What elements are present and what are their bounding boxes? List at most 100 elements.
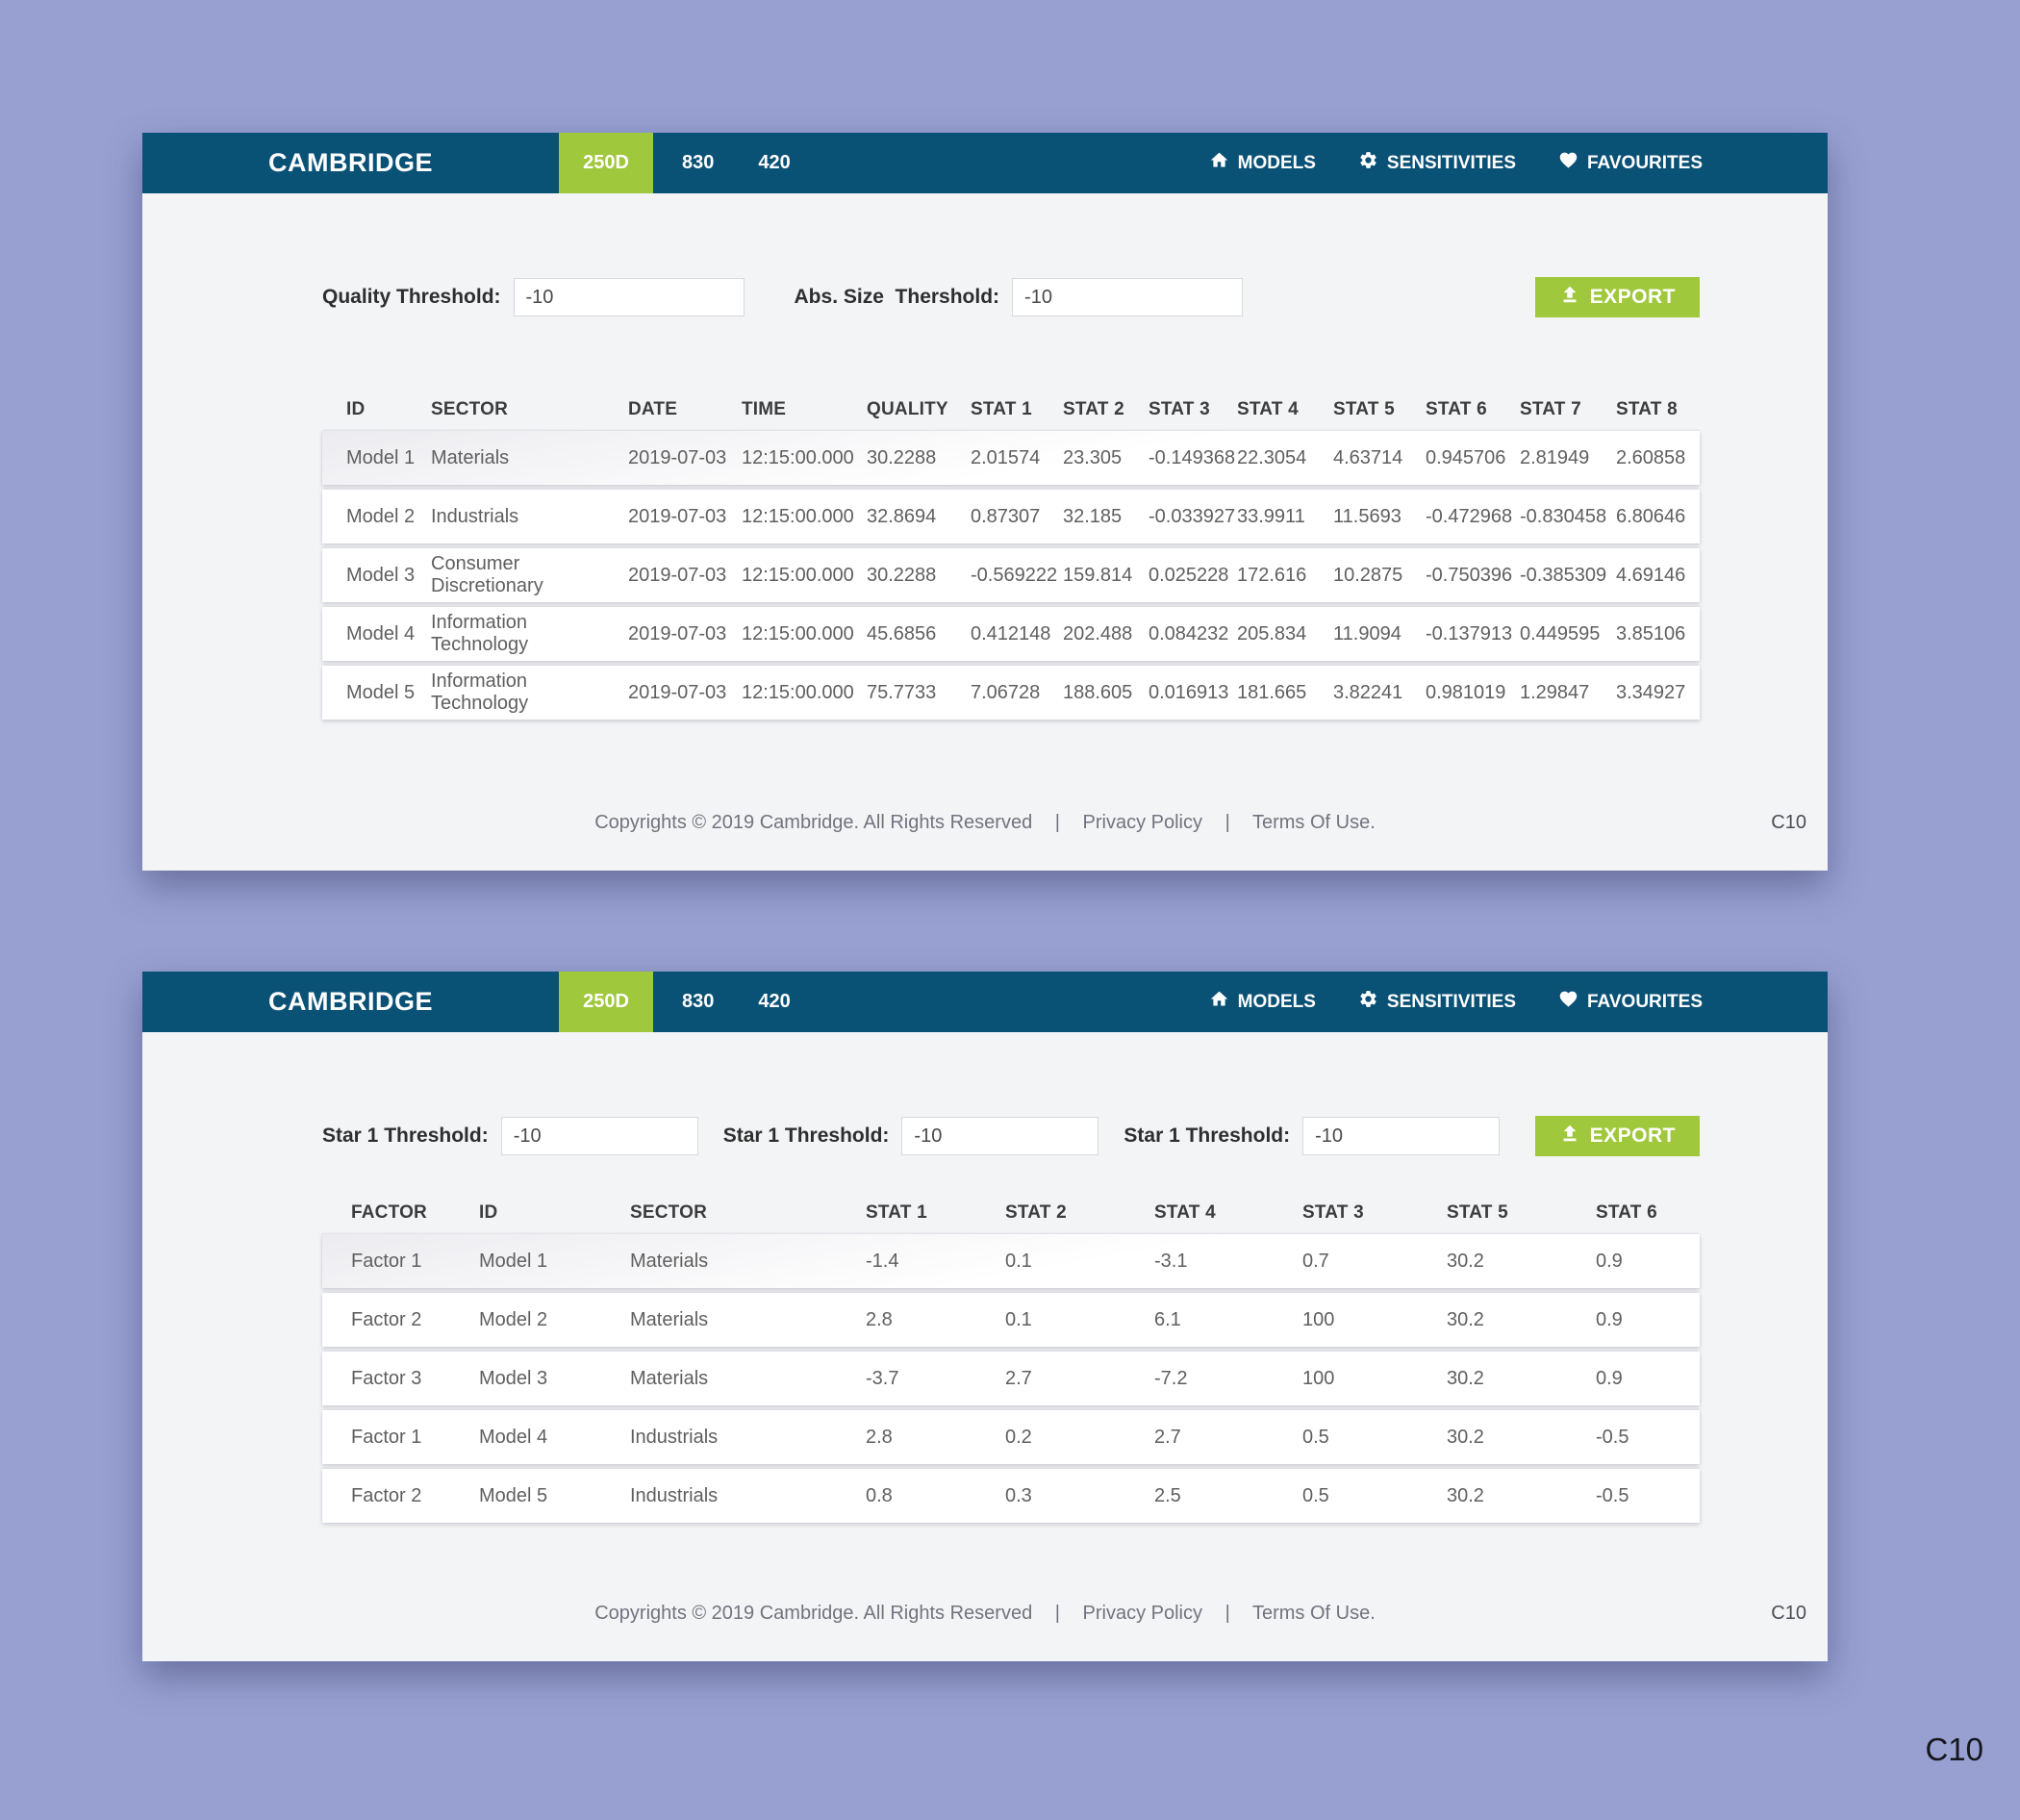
star1-threshold-input-2[interactable] [901, 1117, 1099, 1155]
table-cell: 181.665 [1237, 681, 1307, 703]
table-cell: 30.2 [1447, 1484, 1484, 1506]
table-row[interactable]: Model 4 Information Technology 2019-07-03 1… [322, 607, 1700, 661]
column-header: STAT 2 [1005, 1201, 1067, 1223]
table-cell: 2.8 [866, 1308, 893, 1330]
table-cell: Model 2 [346, 505, 416, 527]
table-cell: 0.025228 [1149, 564, 1229, 586]
tab-250d[interactable]: 250D [559, 972, 653, 1032]
table-cell: 0.9 [1596, 1367, 1623, 1389]
table-cell: 2019-07-03 [628, 681, 727, 703]
nav-link-830[interactable]: 830 [682, 152, 715, 173]
top-navbar: CAMBRIDGE 250D 830 420 MODELS SENSITIVIT… [142, 972, 1828, 1032]
table-cell: -0.830458 [1520, 505, 1607, 527]
table-cell: 30.2288 [867, 564, 937, 586]
panel-footer: Copyrights © 2019 Cambridge. All Rights … [142, 1603, 1828, 1625]
table-cell: 33.9911 [1237, 505, 1305, 527]
table-cell: 2019-07-03 [628, 505, 727, 527]
table-cell: 4.63714 [1333, 446, 1403, 468]
table-cell: 10.2875 [1333, 564, 1403, 586]
star1-threshold-input-3[interactable] [1302, 1117, 1501, 1155]
table-row[interactable]: Factor 1 Model 4 Industrials 2.8 0.2 2.7 0.5 30… [322, 1410, 1700, 1464]
table-row[interactable]: Model 2 Industrials 2019-07-03 12:15:00.000… [322, 490, 1700, 543]
table-cell: 0.87307 [971, 505, 1041, 527]
table-cell: Model 3 [346, 564, 416, 586]
brand-logo: CAMBRIDGE [268, 148, 433, 177]
nav-item-favourites[interactable]: FAVOURITES [1558, 150, 1703, 176]
table-cell: Information Technology [431, 670, 529, 714]
table-cell: Model 4 [479, 1426, 548, 1448]
table-row[interactable]: Model 1 Materials 2019-07-03 12:15:00.000 30… [322, 431, 1700, 485]
gear-icon [1358, 150, 1378, 176]
column-header: STAT 4 [1237, 398, 1299, 419]
home-icon [1209, 989, 1229, 1015]
table-cell: 22.3054 [1237, 446, 1307, 468]
table-row[interactable]: Model 5 Information Technology 2019-07-03 1… [322, 666, 1700, 720]
terms-of-use-link[interactable]: Terms Of Use. [1251, 1603, 1376, 1624]
nav-link-420[interactable]: 420 [758, 152, 791, 173]
star1-threshold-input-1[interactable] [500, 1117, 698, 1155]
nav-link-420[interactable]: 420 [758, 991, 791, 1012]
privacy-policy-link[interactable]: Privacy Policy [1082, 1603, 1202, 1624]
table-cell: Factor 2 [351, 1308, 422, 1330]
terms-of-use-link[interactable]: Terms Of Use. [1251, 812, 1376, 833]
brand-logo: CAMBRIDGE [268, 987, 433, 1016]
column-header: SECTOR [431, 398, 509, 419]
table-cell: -0.569222 [971, 564, 1058, 586]
table-cell: Industrials [431, 505, 519, 527]
quality-threshold-group: Quality Threshold: [322, 278, 745, 316]
abs-size-threshold-group: Abs. Size Thershold: [795, 278, 1244, 316]
nav-item-models[interactable]: MODELS [1209, 150, 1316, 176]
tab-250d[interactable]: 250D [559, 133, 653, 193]
table-cell: 12:15:00.000 [742, 564, 854, 586]
star1-threshold-label-2: Star 1 Threshold: [722, 1125, 890, 1147]
table-row[interactable]: Factor 3 Model 3 Materials -3.7 2.7 -7.2 100 30… [322, 1352, 1700, 1405]
table-row[interactable]: Factor 2 Model 5 Industrials 0.8 0.3 2.5 0.5 30… [322, 1469, 1700, 1523]
export-button[interactable]: EXPORT [1534, 277, 1700, 317]
table-cell: Model 5 [479, 1484, 548, 1506]
table-cell: -0.5 [1596, 1484, 1629, 1506]
table-cell: 30.2 [1447, 1426, 1484, 1448]
filter-bar: Quality Threshold: Abs. Size Thershold: … [322, 277, 1700, 317]
privacy-policy-link[interactable]: Privacy Policy [1082, 812, 1202, 833]
nav-link-830[interactable]: 830 [682, 991, 715, 1012]
table-cell: 0.981019 [1426, 681, 1506, 703]
table-cell: 30.2 [1447, 1250, 1484, 1272]
home-icon [1209, 150, 1229, 176]
table-cell: 0.5 [1302, 1484, 1329, 1506]
table-cell: 0.2 [1005, 1426, 1032, 1448]
column-header: STAT 6 [1426, 398, 1487, 419]
table-cell: 172.616 [1237, 564, 1307, 586]
nav-item-sensitivities[interactable]: SENSITIVITIES [1358, 150, 1516, 176]
table-cell: 75.7733 [867, 681, 937, 703]
footer-divider: | [1054, 812, 1060, 833]
table-row[interactable]: Factor 1 Model 1 Materials -1.4 0.1 -3.1 0.7 30… [322, 1234, 1700, 1288]
export-button[interactable]: EXPORT [1534, 1116, 1700, 1156]
table-cell: 11.9094 [1333, 622, 1401, 645]
copyright-text: Copyrights © 2019 Cambridge. All Rights … [594, 812, 1033, 833]
table-row[interactable]: Factor 2 Model 2 Materials 2.8 0.1 6.1 100 30.2… [322, 1293, 1700, 1347]
table-cell: 3.82241 [1333, 681, 1403, 703]
footer-code: C10 [1771, 1603, 1806, 1624]
quality-threshold-input[interactable] [513, 278, 745, 316]
abs-size-threshold-input[interactable] [1012, 278, 1244, 316]
table-header-row: ID SECTOR DATE TIME QUALITY STAT 1 STAT 2 STAT … [322, 388, 1700, 431]
nav-item-sensitivities[interactable]: SENSITIVITIES [1358, 989, 1516, 1015]
column-header: STAT 6 [1596, 1201, 1657, 1223]
table-cell: 0.7 [1302, 1250, 1329, 1272]
table-cell: 2.5 [1154, 1484, 1181, 1506]
table-cell: 2019-07-03 [628, 446, 727, 468]
nav-items: MODELS SENSITIVITIES FAVOURITES [1209, 972, 1828, 1032]
table-cell: 0.9 [1596, 1250, 1623, 1272]
table-cell: 0.9 [1596, 1308, 1623, 1330]
star1-threshold-group-1: Star 1 Threshold: [322, 1117, 698, 1155]
filter-bar: Star 1 Threshold: Star 1 Threshold: Star… [322, 1116, 1700, 1156]
table-cell: Model 3 [479, 1367, 548, 1389]
nav-item-label: SENSITIVITIES [1386, 991, 1516, 1012]
nav-item-models[interactable]: MODELS [1209, 989, 1316, 1015]
table-cell: 0.5 [1302, 1426, 1329, 1448]
table-row[interactable]: Model 3 Consumer Discretionary 2019-07-03 1… [322, 548, 1700, 602]
table-cell: 2.7 [1005, 1367, 1032, 1389]
nav-item-favourites[interactable]: FAVOURITES [1558, 989, 1703, 1015]
table-cell: 0.449595 [1520, 622, 1601, 645]
table-cell: Model 5 [346, 681, 416, 703]
